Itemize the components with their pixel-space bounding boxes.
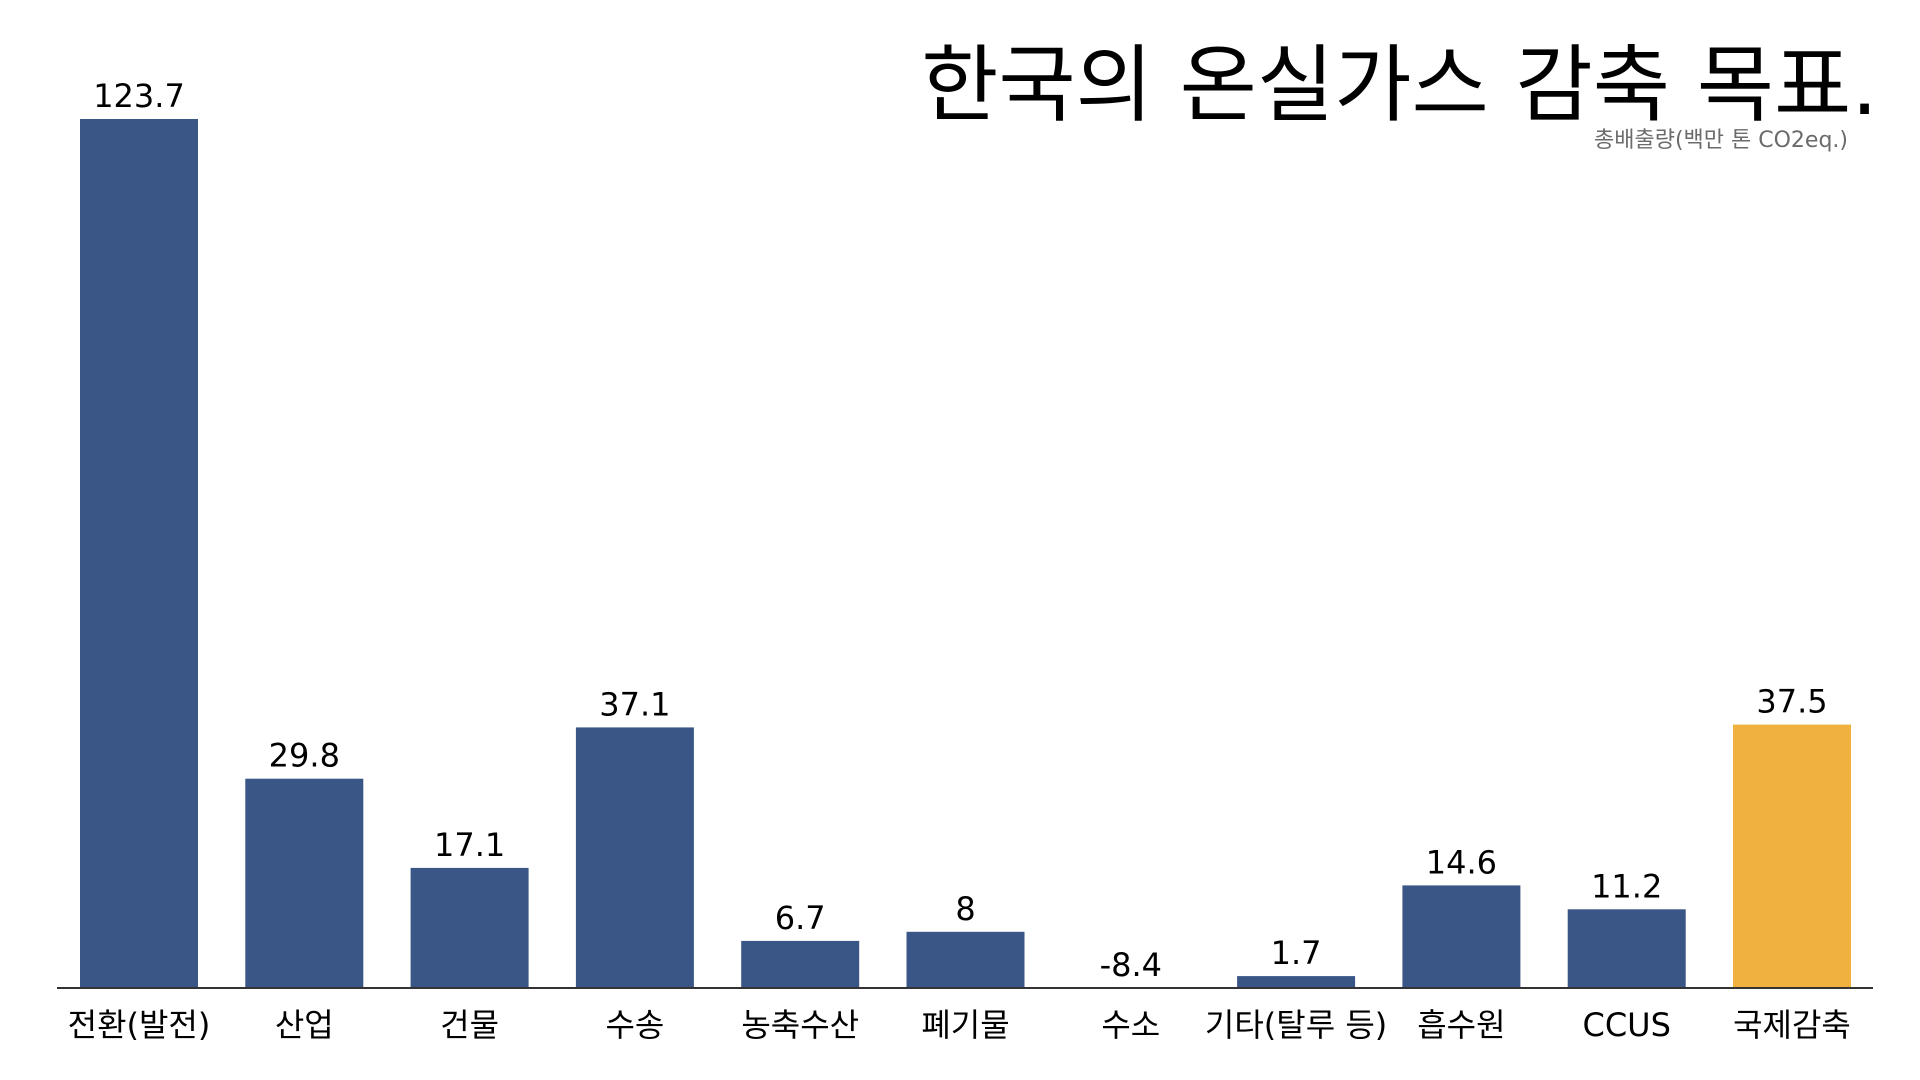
category-label-5: 폐기물 (921, 1006, 1009, 1044)
category-label-0: 전환(발전) (68, 1006, 211, 1044)
value-label-10: 37.5 (1756, 683, 1827, 721)
bar-4 (741, 940, 860, 988)
category-label-10: 국제감축 (1733, 1006, 1851, 1044)
value-label-6: -8.4 (1100, 946, 1162, 984)
category-label-6: 수소 (1101, 1006, 1160, 1044)
value-label-7: 1.7 (1271, 934, 1322, 972)
category-label-1: 산업 (275, 1006, 334, 1044)
bar-2 (410, 867, 529, 988)
category-label-2: 건물 (440, 1006, 499, 1044)
value-label-5: 8 (955, 890, 975, 928)
value-label-3: 37.1 (599, 685, 670, 723)
bar-9 (1567, 909, 1686, 988)
bar-3 (575, 727, 694, 988)
category-label-9: CCUS (1582, 1006, 1670, 1044)
value-label-4: 6.7 (775, 899, 826, 937)
chart-subtitle: 총배출량(백만 톤 CO2eq.) (1593, 128, 1848, 153)
value-label-0: 123.7 (93, 77, 185, 115)
bar-10 (1733, 724, 1851, 988)
value-label-2: 17.1 (434, 826, 505, 864)
bar-7 (1237, 976, 1356, 988)
category-label-3: 수송 (605, 1006, 664, 1044)
value-label-1: 29.8 (269, 737, 340, 775)
category-label-4: 농축수산 (741, 1006, 859, 1044)
bar-0 (80, 119, 198, 988)
bar-1 (245, 778, 364, 988)
category-label-8: 흡수원 (1417, 1006, 1505, 1044)
chart-title: 한국의 온실가스 감축 목표. (921, 36, 1878, 134)
bar-8 (1402, 885, 1521, 988)
bar-5 (906, 931, 1025, 988)
category-label-7: 기타(탈루 등) (1205, 1006, 1387, 1044)
value-label-9: 11.2 (1591, 867, 1662, 905)
value-label-8: 14.6 (1426, 843, 1497, 881)
